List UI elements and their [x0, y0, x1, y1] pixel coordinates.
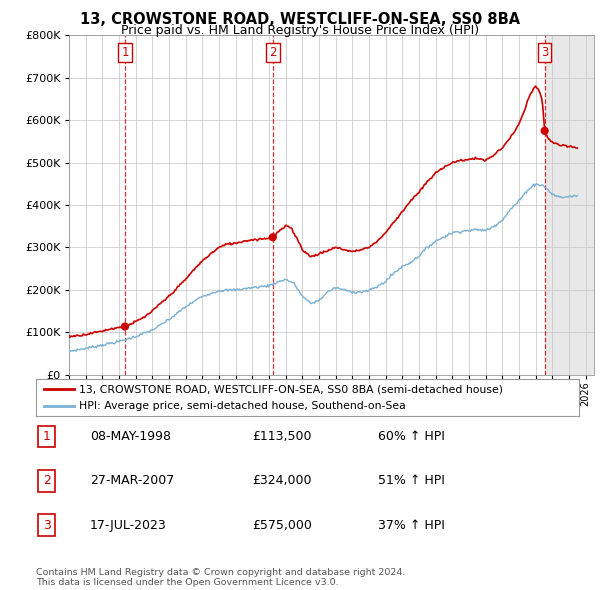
Text: 2: 2: [269, 45, 277, 58]
Text: 60% ↑ HPI: 60% ↑ HPI: [378, 430, 445, 443]
Text: 27-MAR-2007: 27-MAR-2007: [90, 474, 174, 487]
Text: 3: 3: [43, 519, 51, 532]
Point: [540, 126, 550, 136]
Text: £575,000: £575,000: [252, 519, 312, 532]
Text: 1: 1: [121, 45, 129, 58]
Text: 1: 1: [43, 430, 51, 443]
Text: Price paid vs. HM Land Registry's House Price Index (HPI): Price paid vs. HM Land Registry's House …: [121, 24, 479, 37]
Text: 51% ↑ HPI: 51% ↑ HPI: [378, 474, 445, 487]
Text: Contains HM Land Registry data © Crown copyright and database right 2024.: Contains HM Land Registry data © Crown c…: [36, 568, 406, 576]
Text: 37% ↑ HPI: 37% ↑ HPI: [378, 519, 445, 532]
Text: 17-JUL-2023: 17-JUL-2023: [90, 519, 167, 532]
Text: £113,500: £113,500: [252, 430, 311, 443]
Text: HPI: Average price, semi-detached house, Southend-on-Sea: HPI: Average price, semi-detached house,…: [79, 401, 406, 411]
Point: [268, 232, 278, 242]
Text: 13, CROWSTONE ROAD, WESTCLIFF-ON-SEA, SS0 8BA (semi-detached house): 13, CROWSTONE ROAD, WESTCLIFF-ON-SEA, SS…: [79, 384, 503, 394]
Text: This data is licensed under the Open Government Licence v3.0.: This data is licensed under the Open Gov…: [36, 578, 338, 587]
Text: 2: 2: [43, 474, 51, 487]
Text: £324,000: £324,000: [252, 474, 311, 487]
Text: 3: 3: [541, 45, 548, 58]
Point: [120, 322, 130, 331]
Bar: [545, 35, 600, 375]
Text: 13, CROWSTONE ROAD, WESTCLIFF-ON-SEA, SS0 8BA: 13, CROWSTONE ROAD, WESTCLIFF-ON-SEA, SS…: [80, 12, 520, 27]
Text: 08-MAY-1998: 08-MAY-1998: [90, 430, 171, 443]
